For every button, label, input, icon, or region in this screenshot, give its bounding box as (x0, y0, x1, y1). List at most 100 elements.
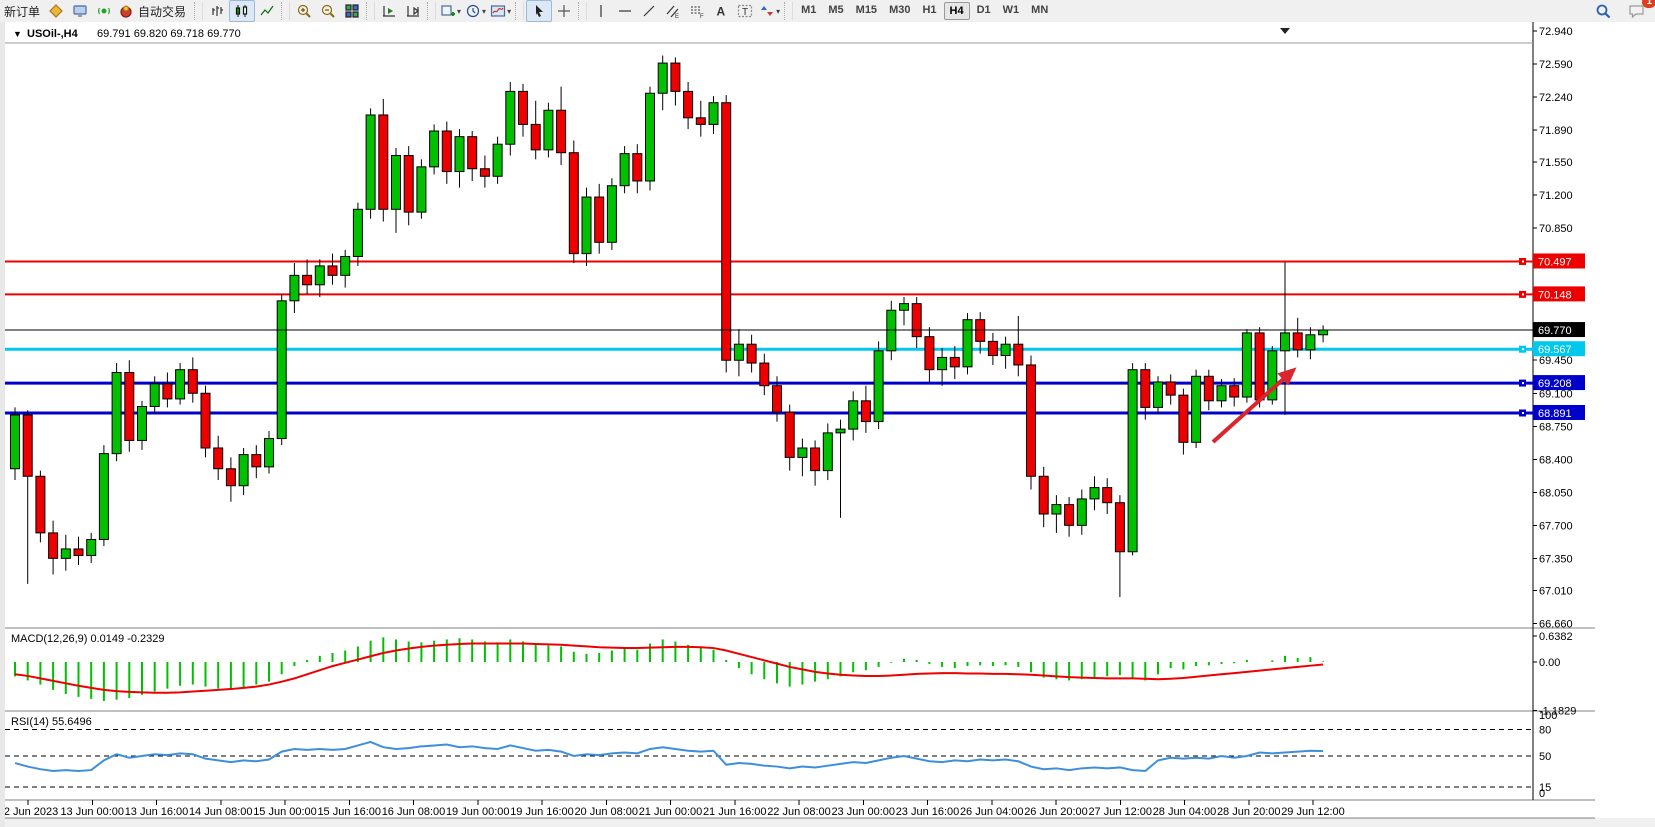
candle (746, 343, 757, 364)
horizontal-line-tool-icon[interactable] (613, 1, 637, 21)
candle (695, 117, 706, 125)
chevron-down-icon[interactable]: ▾ (776, 6, 781, 16)
candle (98, 453, 109, 540)
candle (1114, 502, 1125, 553)
price-chart[interactable]: ▼ USOil-,H4 69.791 69.820 69.718 69.770 70.… (5, 22, 1655, 827)
fibonacci-tool-icon[interactable]: F (685, 1, 709, 21)
candle (60, 548, 71, 559)
candle (467, 136, 478, 170)
signals-icon[interactable] (92, 1, 116, 21)
candle (835, 428, 846, 434)
candle (1153, 381, 1163, 408)
level-price-label: 68.891 (1538, 408, 1572, 420)
candle (365, 114, 376, 210)
time-axis-label: 26 Jun 20:00 (1024, 806, 1088, 818)
rsi-scale-label: 50 (1539, 751, 1551, 763)
price-axis-label: 72.590 (1539, 59, 1573, 71)
toolbar-separator (784, 2, 794, 20)
chat-icon[interactable]: 1 (1625, 0, 1655, 21)
candle (1076, 498, 1087, 526)
tile-windows-icon[interactable] (340, 1, 364, 21)
price-axis[interactable] (1533, 22, 1655, 800)
rsi-scale-label: 80 (1539, 725, 1551, 737)
trend-arrow-head[interactable] (1277, 367, 1297, 386)
ohlc-readout: 69.791 69.820 69.718 69.770 (97, 28, 241, 40)
line-chart-icon[interactable] (255, 1, 279, 21)
equidistant-channel-tool-icon[interactable]: E (661, 1, 685, 21)
chart-window: ▼ USOil-,H4 69.791 69.820 69.718 69.770 70.… (0, 22, 1655, 827)
candle (670, 62, 681, 92)
timeframe-W1[interactable]: W1 (1002, 4, 1020, 16)
timeframe-D1[interactable]: D1 (976, 4, 991, 16)
arrows-tool-icon[interactable]: ▾ (757, 1, 782, 21)
price-axis-label: 67.350 (1539, 553, 1573, 565)
text-tool-icon[interactable]: A (709, 1, 733, 21)
bar-chart-icon[interactable] (205, 1, 229, 21)
price-axis-label: 70.850 (1539, 223, 1573, 235)
candle (784, 411, 795, 458)
macd-scale-label: -1.1829 (1539, 705, 1576, 717)
price-axis-label: 69.450 (1539, 355, 1573, 367)
candle (264, 438, 274, 468)
candle (949, 356, 960, 368)
period-clock-button[interactable]: ▾ (463, 1, 488, 21)
timeframe-M15[interactable]: M15 (855, 4, 878, 16)
crosshair-icon[interactable] (552, 1, 576, 21)
symbol-dropdown-icon[interactable]: ▼ (13, 29, 22, 39)
expert-advisor-icon[interactable] (68, 1, 92, 21)
auto-scroll-icon[interactable] (377, 1, 401, 21)
timeframe-H4[interactable]: H4 (943, 2, 970, 20)
candle (1216, 385, 1227, 402)
rsi-scale-label: 100 (1539, 710, 1557, 722)
candle (187, 369, 198, 394)
candle (619, 153, 630, 187)
candle (962, 319, 973, 368)
time-axis-label: 15 Jun 16:00 (317, 806, 381, 818)
chevron-down-icon[interactable]: ▾ (507, 6, 512, 16)
zoom-in-icon[interactable] (292, 1, 316, 21)
level-handle-dot (1522, 411, 1524, 414)
level-price-label: 69.208 (1538, 378, 1572, 390)
rsi-line (14, 740, 1324, 772)
auto-trading-button[interactable]: 自动交易 (116, 1, 192, 21)
timeframe-M30[interactable]: M30 (889, 4, 911, 16)
candle (772, 385, 782, 413)
level-price-label: 70.148 (1538, 289, 1572, 301)
template-button[interactable]: ▾ (488, 1, 513, 21)
candle (454, 136, 465, 173)
cursor-icon[interactable] (526, 0, 553, 22)
candlestick-chart-icon[interactable] (229, 0, 256, 22)
chevron-down-icon[interactable]: ▾ (457, 6, 462, 16)
time-axis[interactable] (5, 801, 1533, 818)
candle (1089, 487, 1100, 500)
timeframe-H1[interactable]: H1 (922, 4, 937, 16)
timeframe-M1[interactable]: M1 (801, 4, 817, 16)
candle (556, 109, 567, 154)
trend-arrow-shaft[interactable] (1211, 372, 1291, 444)
trendline-tool-icon[interactable] (637, 1, 661, 21)
price-axis-label: 68.750 (1539, 421, 1573, 433)
new-order-button[interactable]: 新订单 (4, 4, 41, 19)
timeframe-MN[interactable]: MN (1031, 4, 1049, 16)
candle (416, 166, 427, 213)
new-chart-button[interactable]: ▾ (438, 1, 463, 21)
chart-shift-marker[interactable] (1280, 28, 1290, 34)
timeframe-M5[interactable]: M5 (828, 4, 844, 16)
text-label-tool-icon[interactable]: T (733, 1, 757, 21)
chevron-down-icon[interactable]: ▾ (482, 6, 487, 16)
order-icon[interactable] (44, 1, 68, 21)
time-axis-label: 29 Jun 12:00 (1281, 806, 1345, 818)
search-icon[interactable] (1591, 1, 1615, 21)
candle (518, 90, 528, 125)
chart-shift-icon[interactable] (401, 1, 425, 21)
candle (797, 447, 808, 458)
time-axis-label: 28 Jun 20:00 (1217, 806, 1281, 818)
vertical-line-tool-icon[interactable] (589, 1, 613, 21)
candle (924, 336, 935, 371)
zoom-out-icon[interactable] (316, 1, 340, 21)
time-axis-label: 27 Jun 12:00 (1088, 806, 1152, 818)
current-price-box (1533, 322, 1585, 338)
price-axis-label: 66.660 (1539, 618, 1573, 630)
time-axis-label: 13 Jun 16:00 (125, 806, 189, 818)
candle (1000, 343, 1011, 357)
